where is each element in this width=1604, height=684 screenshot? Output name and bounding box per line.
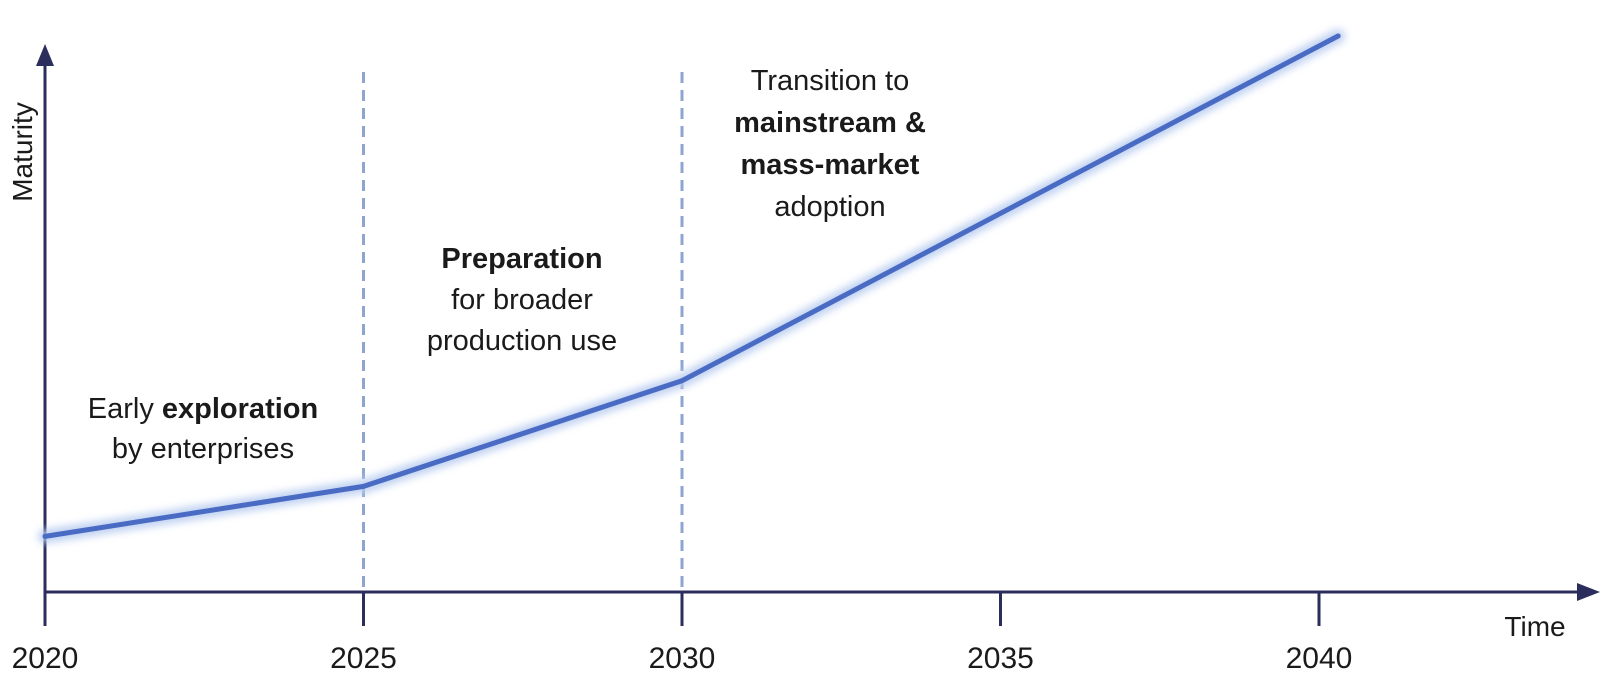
annotation-mainstream: Transition to mainstream & mass-market adop… [734,65,926,223]
annotation-mainstream-segment: adoption [774,191,885,223]
series-point-2020 [42,533,48,539]
annotation-early-segment: exploration [162,393,318,425]
annotation-prep-segment: production use [427,325,617,357]
x-axis-title: Time [1504,611,1565,642]
annotation-early-segment: Early [88,393,162,425]
series-line [38,29,1346,544]
series-line-path [42,33,1341,539]
x-tick-label-2020: 2020 [12,642,79,675]
series-point-2040.3 [1335,33,1341,39]
series-point-2025 [361,483,366,489]
axes: Maturity Time [7,44,1600,642]
annotation-prep-segment: Preparation [441,243,602,275]
y-axis-title: Maturity [7,102,38,202]
annotation-mainstream-segment: Transition to [751,65,910,97]
phase-dividers [362,72,684,592]
annotation-prep-segment: for broader [451,284,593,316]
annotation-mainstream-segment: mainstream & [734,107,926,139]
x-tick-label-2025: 2025 [330,642,397,675]
annotation-prep: Preparation for broader production use [427,243,617,357]
annotation-early-segment: by enterprises [112,433,294,465]
x-tick-label-2030: 2030 [649,642,716,675]
x-axis-arrow-icon [1577,583,1600,601]
x-tick-label-2035: 2035 [967,642,1034,675]
annotation-early: Early exploration by enterprises [88,393,318,465]
y-axis-arrow-icon [36,44,54,66]
x-ticks: 2020 2025 2030 2035 2040 [12,592,1353,675]
phase-annotations: Early exploration by enterprises Preparati… [88,65,926,465]
x-tick-label-2040: 2040 [1286,642,1353,675]
annotation-mainstream-segment: mass-market [741,149,920,181]
series-point-2030 [679,378,685,384]
